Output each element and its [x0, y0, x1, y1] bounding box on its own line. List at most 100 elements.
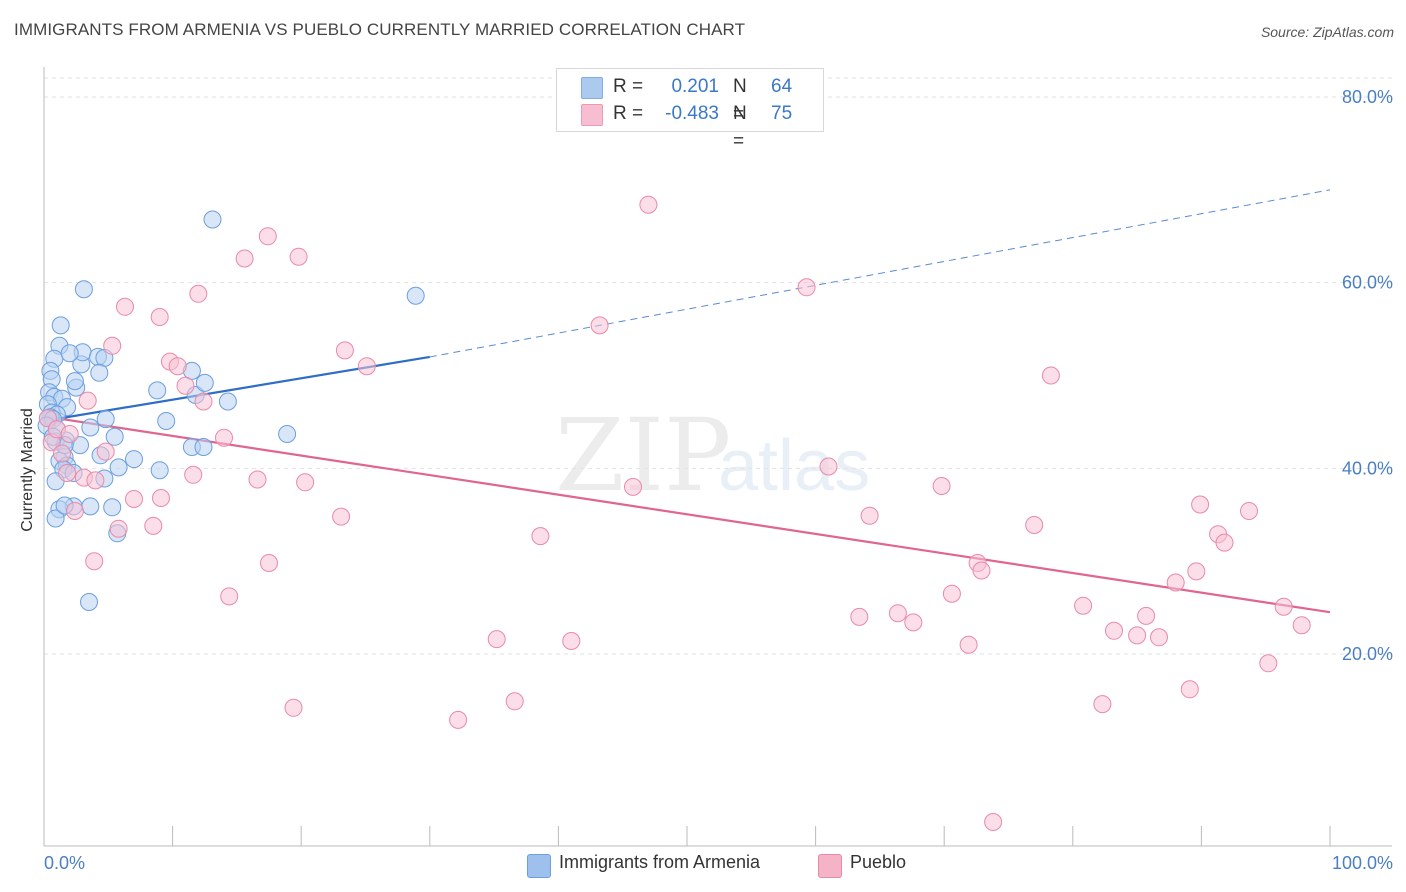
watermark-atlas: atlas — [718, 426, 870, 506]
legend-label-pueblo: Pueblo — [850, 852, 907, 872]
stats-swatch-armenia — [581, 77, 603, 99]
point-pueblo — [1292, 616, 1311, 635]
point-pueblo — [487, 630, 506, 649]
watermark: ZIP atlas — [555, 397, 870, 514]
point-pueblo — [797, 278, 816, 297]
point-pueblo — [152, 489, 170, 507]
point-pueblo — [289, 247, 308, 266]
point-pueblo — [1041, 366, 1060, 385]
stats-swatch-pueblo — [581, 104, 603, 126]
point-armenia — [218, 392, 237, 411]
point-pueblo — [176, 376, 195, 395]
point-pueblo — [1215, 533, 1234, 552]
point-pueblo — [168, 357, 187, 376]
point-pueblo — [150, 308, 169, 326]
x-tick-label: 100.0% — [1332, 853, 1393, 873]
point-armenia — [406, 286, 425, 305]
trend-line-armenia-extension — [429, 189, 1331, 358]
point-pueblo — [1025, 516, 1044, 534]
point-pueblo — [1137, 606, 1156, 625]
point-armenia — [194, 438, 213, 456]
point-armenia — [51, 316, 70, 335]
point-pueblo — [1259, 654, 1278, 673]
point-pueblo — [85, 552, 104, 571]
point-pueblo — [144, 516, 163, 535]
axes — [43, 67, 1392, 847]
y-tick-label: 40.0% — [1342, 458, 1393, 478]
point-pueblo — [103, 336, 122, 355]
point-armenia — [278, 425, 297, 443]
data-points — [37, 195, 1311, 831]
point-armenia — [65, 372, 84, 391]
stats-n-value: 75 — [771, 103, 793, 124]
stats-n-label: N = — [733, 103, 747, 152]
point-pueblo — [284, 698, 303, 717]
point-armenia — [46, 509, 65, 528]
point-pueblo — [260, 554, 278, 572]
chart-title: IMMIGRANTS FROM ARMENIA VS PUEBLO CURREN… — [14, 20, 746, 39]
point-pueblo — [590, 316, 609, 335]
point-pueblo — [258, 227, 277, 246]
legend-label-armenia: Immigrants from Armenia — [559, 852, 761, 872]
point-pueblo — [1187, 562, 1206, 581]
point-pueblo — [53, 444, 71, 463]
point-pueblo — [86, 471, 105, 490]
y-tick-label: 60.0% — [1342, 273, 1393, 293]
point-armenia — [109, 458, 128, 477]
point-pueblo — [58, 464, 77, 482]
stats-n-label: N = — [733, 76, 747, 125]
point-pueblo — [531, 527, 550, 546]
point-pueblo — [888, 604, 907, 623]
point-pueblo — [194, 392, 213, 411]
point-armenia — [195, 373, 214, 392]
legend-swatch-armenia — [527, 854, 551, 878]
point-pueblo — [1150, 628, 1168, 647]
point-armenia — [103, 498, 122, 517]
point-pueblo — [184, 465, 203, 484]
point-pueblo — [959, 635, 978, 654]
stats-box: R = 0.201 N = 64 R = -0.483 N = 75 — [556, 68, 824, 152]
point-pueblo — [1180, 680, 1199, 699]
stats-r-label: R = — [613, 103, 644, 124]
x-tick-label: 0.0% — [44, 853, 85, 873]
y-tick-label: 20.0% — [1342, 644, 1393, 664]
y-tick-label: 80.0% — [1342, 87, 1393, 107]
point-pueblo — [235, 249, 254, 268]
stats-r-value: -0.483 — [665, 103, 719, 124]
point-pueblo — [1093, 695, 1112, 714]
point-pueblo — [78, 391, 97, 410]
point-armenia — [81, 418, 100, 437]
stats-n-value: 64 — [771, 76, 793, 97]
point-pueblo — [850, 607, 869, 626]
point-pueblo — [220, 587, 239, 606]
point-pueblo — [1274, 597, 1293, 616]
point-pueblo — [1166, 573, 1185, 592]
point-pueblo — [60, 425, 79, 443]
point-pueblo — [335, 341, 354, 360]
point-pueblo — [904, 613, 923, 632]
point-armenia — [74, 280, 93, 299]
point-armenia — [150, 461, 169, 480]
point-pueblo — [562, 632, 581, 650]
stats-r-value: 0.201 — [671, 76, 719, 97]
point-pueblo — [332, 507, 351, 526]
point-pueblo — [1240, 502, 1258, 520]
point-pueblo — [505, 692, 524, 711]
point-pueblo — [96, 442, 115, 461]
point-pueblo — [449, 710, 468, 729]
point-pueblo — [984, 813, 1003, 831]
point-pueblo — [624, 477, 642, 496]
point-pueblo — [1074, 596, 1093, 615]
point-pueblo — [942, 584, 961, 603]
point-armenia — [60, 344, 79, 363]
point-pueblo — [1191, 495, 1210, 514]
point-pueblo — [819, 457, 838, 476]
point-pueblo — [860, 506, 879, 525]
point-pueblo — [932, 477, 951, 495]
point-pueblo — [248, 470, 267, 489]
point-pueblo — [189, 284, 208, 303]
source-label: Source: ZipAtlas.com — [1260, 24, 1394, 40]
point-pueblo — [972, 561, 991, 580]
point-pueblo — [1128, 626, 1147, 645]
point-pueblo — [65, 502, 84, 520]
